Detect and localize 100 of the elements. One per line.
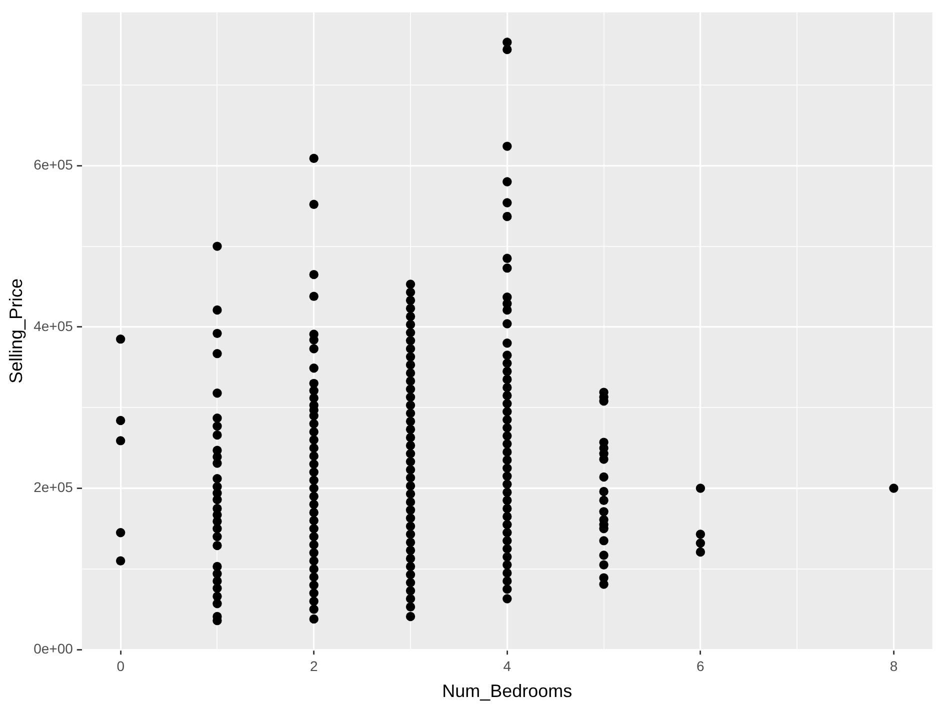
point <box>406 328 416 338</box>
point <box>502 455 512 465</box>
point <box>406 465 416 474</box>
point <box>406 392 416 402</box>
point <box>309 459 318 469</box>
point <box>309 500 318 510</box>
x-tick-label: 0 <box>116 658 125 674</box>
point <box>502 504 512 514</box>
point <box>406 522 416 531</box>
point <box>212 599 222 608</box>
point <box>212 422 222 431</box>
point <box>502 366 512 376</box>
point <box>889 484 898 493</box>
point <box>309 443 318 453</box>
point <box>502 431 512 440</box>
point <box>406 288 416 297</box>
point <box>212 328 222 338</box>
point <box>502 212 512 222</box>
point <box>406 296 416 305</box>
point <box>406 481 416 490</box>
point <box>212 414 222 423</box>
point <box>309 451 318 461</box>
point <box>406 384 416 394</box>
point <box>309 596 318 606</box>
point <box>309 604 318 614</box>
point <box>212 540 222 550</box>
point <box>502 338 512 348</box>
point <box>502 552 512 562</box>
point <box>309 508 318 518</box>
point <box>406 538 416 547</box>
point <box>406 578 416 588</box>
point <box>696 484 706 493</box>
y-tick-label: 6e+05 <box>34 156 74 173</box>
point <box>502 584 512 594</box>
point <box>309 532 318 542</box>
point <box>696 530 706 539</box>
point <box>116 436 126 446</box>
point <box>406 320 416 330</box>
point <box>599 560 608 570</box>
point <box>116 334 126 344</box>
point <box>406 514 416 523</box>
point <box>309 270 318 280</box>
point <box>212 305 222 315</box>
point <box>502 415 512 424</box>
point <box>406 562 416 572</box>
point <box>406 449 416 458</box>
x-tick-label: 4 <box>503 658 512 674</box>
point <box>116 416 126 426</box>
point <box>696 547 706 557</box>
point <box>502 142 512 151</box>
point <box>502 496 512 505</box>
point <box>309 564 318 574</box>
point <box>502 480 512 489</box>
point <box>406 586 416 596</box>
point <box>599 536 608 546</box>
point <box>502 382 512 392</box>
point <box>502 568 512 578</box>
point <box>502 398 512 408</box>
point <box>406 360 416 370</box>
point <box>406 376 416 386</box>
point <box>406 280 416 289</box>
point <box>212 474 222 484</box>
point <box>502 536 512 546</box>
point <box>502 447 512 457</box>
point <box>502 350 512 360</box>
point <box>502 358 512 368</box>
y-axis-title: Selling_Price <box>6 278 26 384</box>
point <box>309 556 318 566</box>
point <box>406 570 416 580</box>
point <box>212 524 222 534</box>
point <box>406 546 416 555</box>
point <box>309 548 318 558</box>
point <box>502 520 512 530</box>
point <box>406 505 416 515</box>
point <box>309 524 318 534</box>
point <box>406 400 416 410</box>
point <box>406 312 416 322</box>
point <box>309 468 318 477</box>
point <box>309 419 318 428</box>
point <box>212 494 222 504</box>
point <box>212 430 222 440</box>
point <box>502 528 512 538</box>
y-tick-label: 2e+05 <box>34 479 74 496</box>
point <box>116 556 126 566</box>
point <box>212 242 222 251</box>
point <box>309 540 318 550</box>
point <box>309 154 318 163</box>
y-tick-label: 0e+00 <box>34 640 74 656</box>
point <box>502 594 512 604</box>
point <box>599 507 608 516</box>
point <box>309 588 318 598</box>
point <box>309 200 318 209</box>
point <box>502 439 512 449</box>
point <box>406 432 416 442</box>
point <box>502 544 512 554</box>
point <box>406 424 416 434</box>
x-axis-title: Num_Bedrooms <box>442 681 572 702</box>
point <box>502 390 512 400</box>
point <box>406 612 416 622</box>
point <box>599 472 608 482</box>
